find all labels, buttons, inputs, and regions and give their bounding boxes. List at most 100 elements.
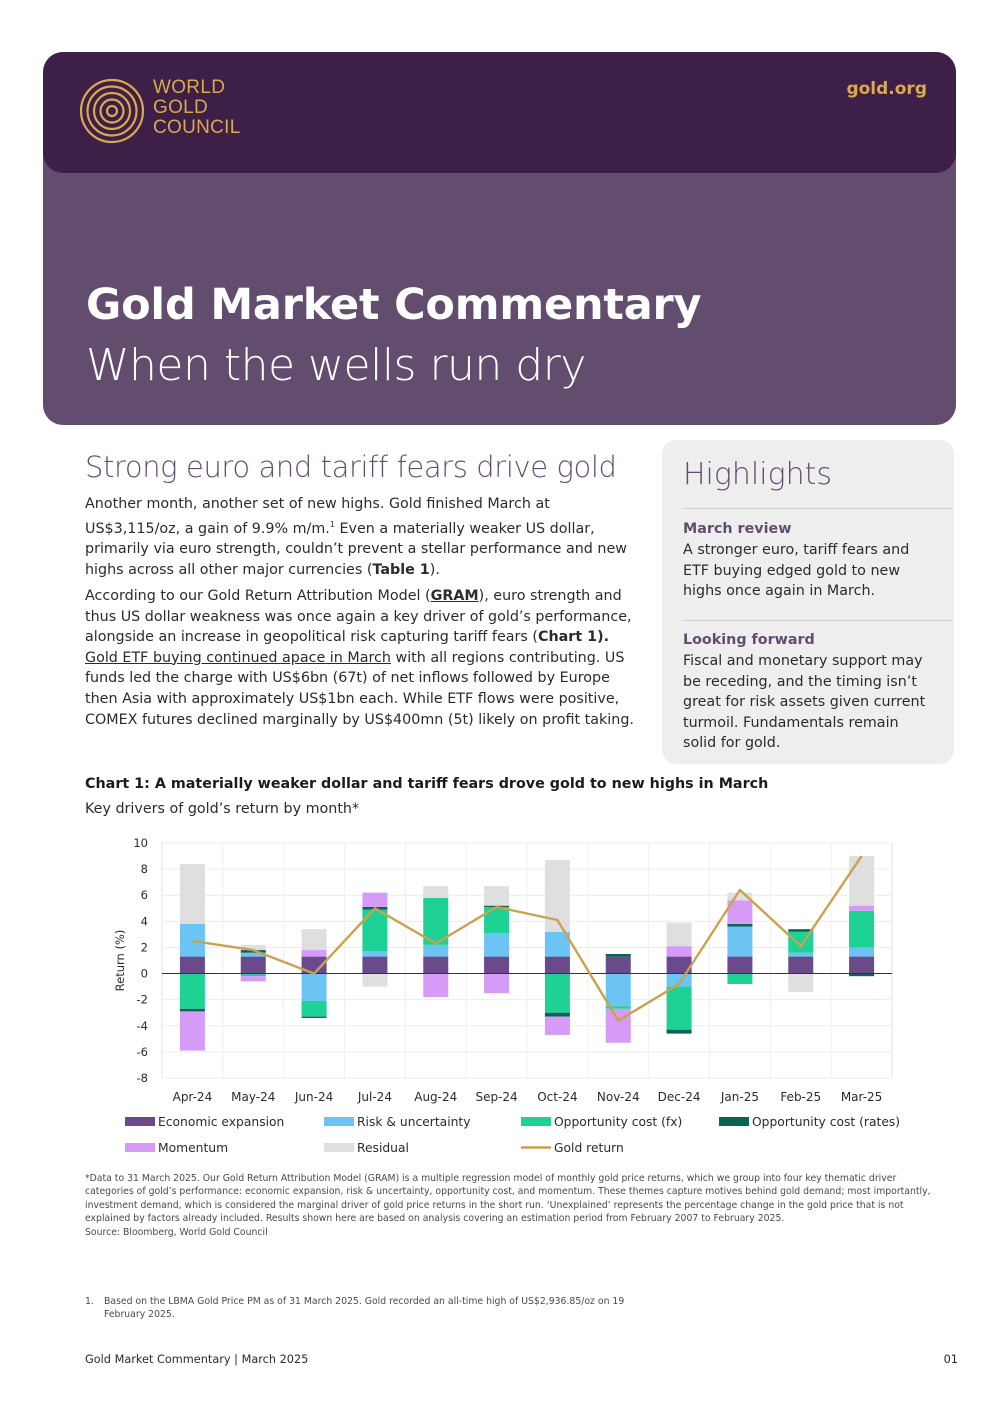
p1-text-c: ). — [429, 561, 440, 578]
logo-wordmark: WORLD GOLD COUNCIL — [153, 78, 241, 138]
bar-segment — [666, 956, 692, 974]
bar-segment — [301, 929, 327, 951]
page-title: Gold Market Commentary — [86, 280, 702, 330]
bar-segment — [727, 973, 753, 984]
bar-segment — [544, 1016, 570, 1035]
bar-segment — [788, 973, 814, 992]
table-1-link[interactable]: Table 1 — [372, 561, 430, 578]
bar-segment — [240, 976, 266, 982]
bar-segment — [240, 944, 266, 951]
bar-segment — [544, 956, 570, 974]
legend-label: Opportunity cost (rates) — [752, 1115, 900, 1129]
section-heading: Strong euro and tariff fears drive gold — [85, 450, 617, 484]
y-tick-label: -2 — [137, 993, 148, 1007]
bar-segment — [423, 956, 449, 974]
chart-source: Source: Bloomberg, World Gold Council — [85, 1227, 268, 1238]
bar-segment — [544, 1012, 570, 1017]
y-tick-label: 6 — [141, 888, 148, 902]
bar-segment — [605, 973, 631, 1007]
x-tick-label: Aug-24 — [414, 1090, 457, 1104]
chart-subtitle: Key drivers of gold’s return by month* — [85, 801, 360, 817]
chart-footnote: *Data to 31 March 2025. Our Gold Return … — [85, 1173, 931, 1224]
bar-segment — [788, 956, 814, 974]
x-tick-label: Mar-25 — [841, 1090, 882, 1104]
gold-return-line — [192, 855, 863, 1022]
bar-segment — [666, 973, 692, 987]
bar-segment — [362, 951, 388, 957]
wgc-logo[interactable]: WORLD GOLD COUNCIL — [79, 76, 309, 146]
chart-1-ref[interactable]: Chart 1). — [537, 629, 610, 646]
bar-segment — [362, 909, 388, 952]
y-axis-label: Return (%) — [113, 930, 127, 992]
y-tick-label: -6 — [137, 1045, 148, 1059]
bar-segment — [605, 1008, 631, 1043]
bar-segment — [727, 926, 753, 957]
bar-segment — [849, 905, 875, 911]
bar-segment — [179, 1008, 205, 1012]
bar-segment — [423, 886, 449, 898]
y-tick-label: 10 — [133, 836, 148, 850]
footer-title: Gold Market Commentary | March 2025 — [85, 1353, 309, 1366]
divider — [683, 620, 952, 621]
bar-segment — [849, 910, 875, 948]
p1-text-b: Even a materially weaker US dollar, prim… — [85, 520, 627, 578]
bar-segment — [544, 931, 570, 957]
page-number: 01 — [943, 1353, 958, 1366]
chart-title: Chart 1: A materially weaker dollar and … — [85, 776, 769, 792]
page-subtitle: When the wells run dry — [86, 340, 586, 391]
site-link[interactable]: gold.org — [846, 79, 927, 99]
etf-buying-link[interactable]: Gold ETF buying continued apace in March — [85, 649, 391, 666]
bar-segment — [362, 973, 388, 987]
x-tick-label: Apr-24 — [173, 1090, 213, 1104]
y-tick-label: 0 — [141, 967, 148, 981]
gram-link[interactable]: GRAM — [430, 588, 479, 604]
legend-swatch — [324, 1143, 354, 1152]
hero-banner: WORLD GOLD COUNCIL gold.org Gold Market … — [43, 52, 956, 425]
bar-segment — [179, 956, 205, 974]
bar-segment — [423, 973, 449, 998]
bar-segment — [849, 973, 875, 977]
bar-segment — [301, 973, 327, 1001]
legend-label: Economic expansion — [158, 1115, 284, 1129]
highlight-text: Fiscal and monetary support may be reced… — [683, 653, 926, 752]
bar-segment — [423, 944, 449, 957]
highlight-text: A stronger euro, tariff fears and ETF bu… — [683, 542, 910, 600]
p1-text-a: Another month, another set of new highs.… — [85, 496, 550, 537]
legend-swatch — [125, 1143, 155, 1152]
x-tick-label: Dec-24 — [658, 1090, 701, 1104]
logo-line-3: COUNCIL — [153, 117, 241, 138]
bar-segment — [179, 973, 205, 1009]
divider — [683, 508, 952, 509]
y-tick-label: -8 — [137, 1071, 148, 1085]
bar-segment — [605, 956, 631, 974]
legend-label: Residual — [357, 1141, 409, 1155]
bar-segment — [727, 923, 753, 927]
bar-segment — [666, 986, 692, 1030]
bar-segment — [484, 956, 510, 974]
bar-segment — [301, 1000, 327, 1017]
bar-segment — [240, 950, 266, 953]
footnote-text: Based on the LBMA Gold Price PM as of 31… — [104, 1296, 625, 1321]
p2-text-a: According to our Gold Return Attribution… — [85, 588, 431, 604]
x-tick-label: Feb-25 — [780, 1090, 821, 1104]
highlight-heading: Looking forward — [683, 632, 815, 648]
y-tick-label: -4 — [137, 1019, 148, 1033]
x-tick-label: May-24 — [231, 1090, 275, 1104]
bar-segment — [666, 1029, 692, 1034]
x-tick-label: Jun-24 — [294, 1090, 333, 1104]
bar-segment — [788, 929, 814, 932]
bar-segment — [362, 956, 388, 974]
footnote-ref[interactable]: 1 — [329, 519, 335, 529]
legend-label: Opportunity cost (fx) — [554, 1115, 682, 1129]
bar-segment — [849, 947, 875, 957]
x-tick-label: Jul-24 — [357, 1090, 392, 1104]
legend-label: Risk & uncertainty — [357, 1115, 471, 1129]
bar-segment — [240, 973, 266, 977]
bar-segment — [666, 946, 692, 957]
legend-label: Gold return — [554, 1141, 624, 1155]
gold-rings-icon — [79, 78, 145, 144]
bar-segment — [605, 953, 631, 957]
bar-segment — [362, 906, 388, 910]
bar-segment — [301, 1016, 327, 1018]
x-tick-label: Sep-24 — [475, 1090, 517, 1104]
